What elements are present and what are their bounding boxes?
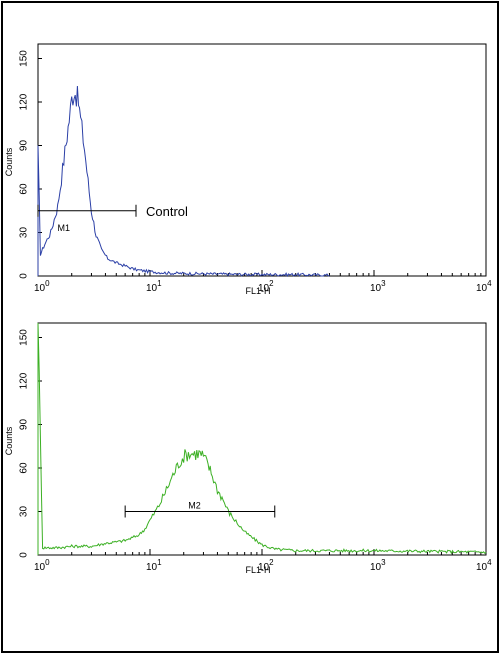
x-tick-label: 103: [370, 558, 386, 573]
y-tick-label: 0: [19, 552, 30, 558]
chart-panel-1: 0 30 60 90 120 150 100 101 102 103 104 FL1-H Counts M…: [4, 43, 492, 296]
y-tick-label: 60: [19, 183, 30, 195]
y-tick-label: 90: [19, 419, 30, 431]
x-tick-label: 101: [146, 558, 162, 573]
y-tick-label: 120: [19, 372, 30, 389]
y-tick-label: 90: [19, 140, 30, 152]
x-tick-label: 100: [34, 558, 50, 573]
series-line: [37, 85, 330, 278]
x-tick-label: 104: [476, 558, 492, 573]
y-tick-label: 30: [19, 506, 30, 518]
x-tick-label: 102: [258, 558, 274, 573]
series-line: [37, 322, 487, 555]
x-tick-label: 102: [258, 279, 274, 294]
marker-label: M2: [188, 501, 201, 511]
chart-panel-2: 0 30 60 90 120 150 100 101 102 103 104 FL1-H Counts M…: [4, 322, 492, 575]
y-axis-label: Counts: [4, 147, 14, 176]
x-tick-label: 101: [146, 279, 162, 294]
y-tick-label: 150: [19, 329, 30, 346]
plot-area: [37, 322, 487, 556]
x-tick-label: 100: [34, 279, 50, 294]
x-tick-label: 103: [370, 279, 386, 294]
y-tick-label: 150: [19, 50, 30, 67]
marker-label: M1: [58, 223, 71, 233]
y-axis-label: Counts: [4, 426, 14, 455]
y-tick-label: 60: [19, 462, 30, 474]
plot-area: [37, 43, 487, 277]
x-axis-label: FL1-H: [245, 286, 270, 296]
y-tick-label: 0: [19, 273, 30, 279]
y-tick-label: 30: [19, 227, 30, 239]
y-tick-label: 120: [19, 93, 30, 110]
x-axis-label: FL1-H: [245, 565, 270, 575]
control-annotation: Control: [146, 204, 188, 219]
x-tick-label: 104: [476, 279, 492, 294]
